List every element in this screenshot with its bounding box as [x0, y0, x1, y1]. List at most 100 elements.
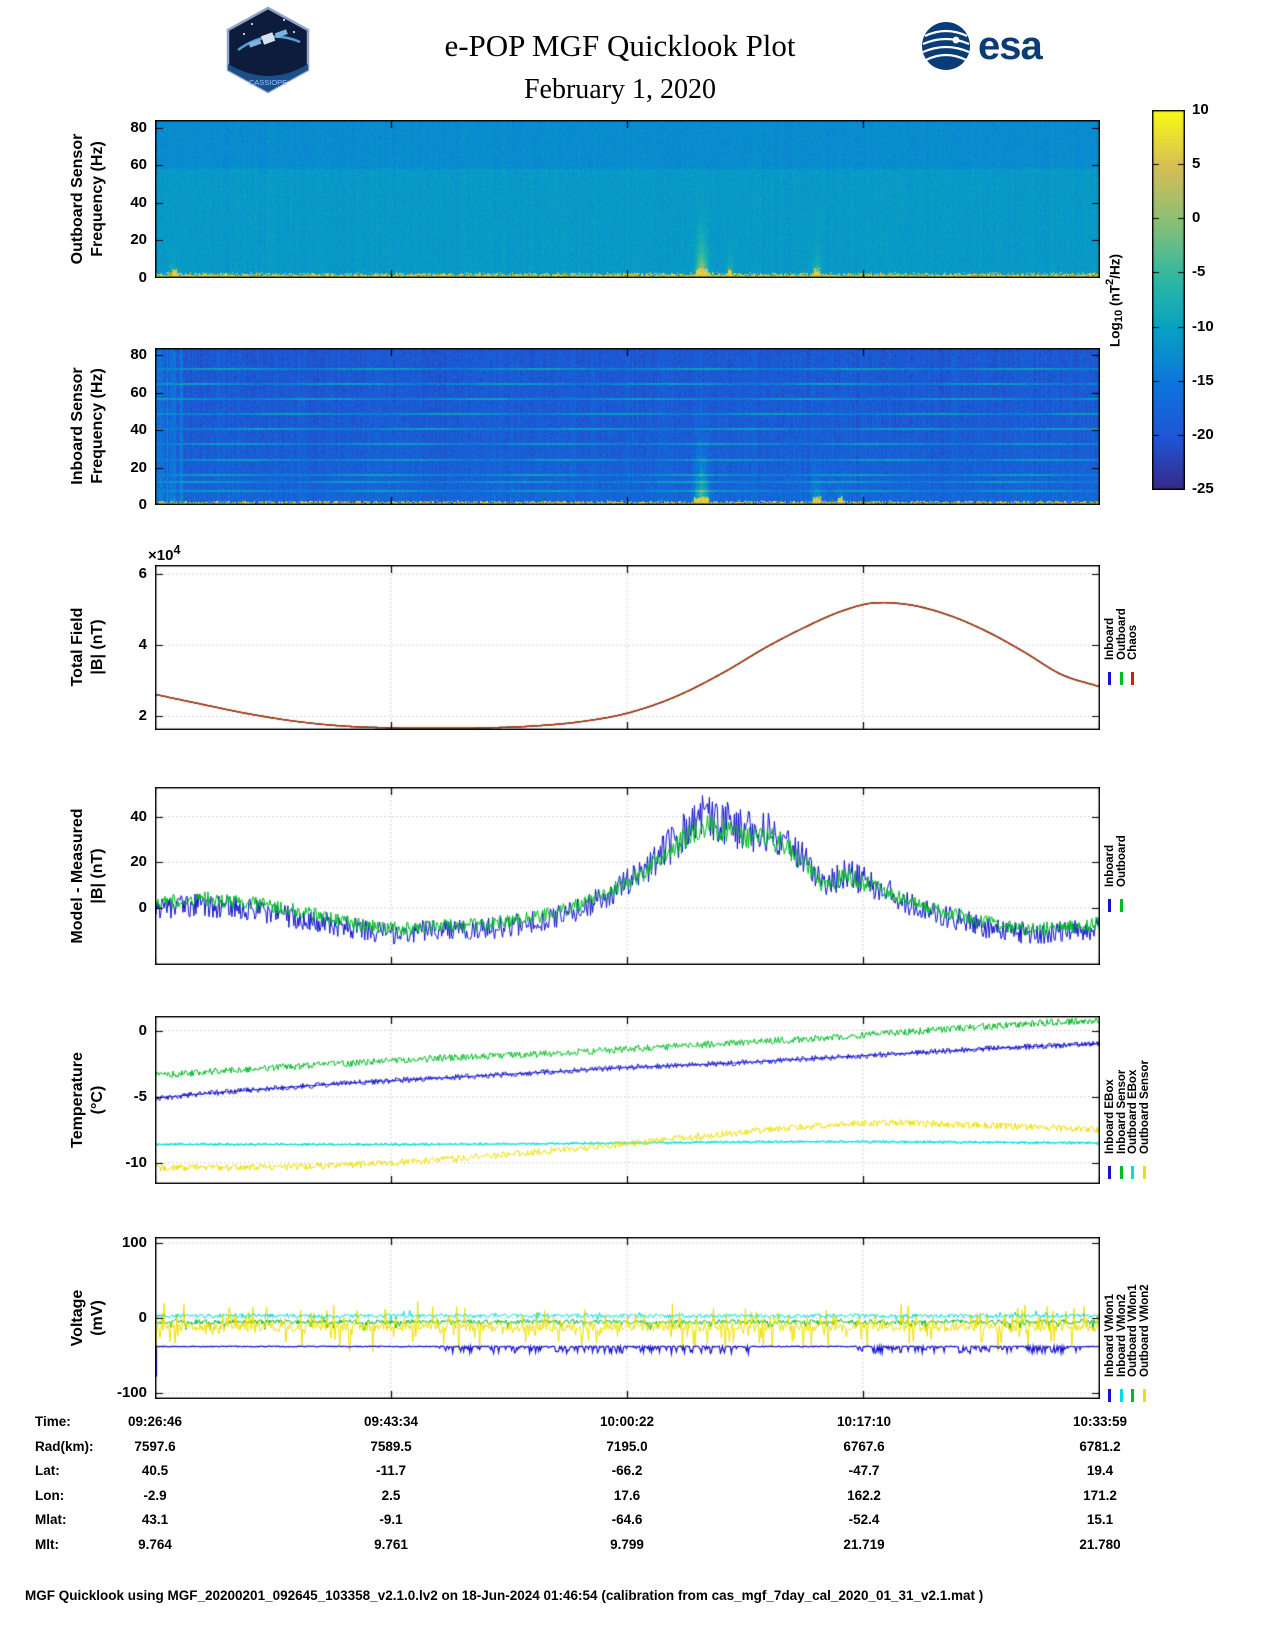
legend-color-tick	[1142, 1389, 1146, 1402]
y-tick-label: 60	[130, 383, 147, 401]
colorbar-label: Log10 (nT2/Hz)	[1104, 253, 1126, 347]
table-cell: 9.764	[138, 1537, 172, 1552]
patch-label: CASSIOPE	[249, 78, 287, 87]
y-tick-label: -10	[125, 1153, 147, 1171]
table-cell: 10:17:10	[836, 1414, 892, 1429]
y-tick-label: -100	[116, 1384, 147, 1401]
table-cell: 9.799	[610, 1537, 644, 1552]
table-cell: 10:33:59	[1072, 1414, 1128, 1429]
table-cell: -64.6	[611, 1512, 643, 1528]
y-tick-label: 40	[130, 193, 147, 211]
y-tick-label: 20	[130, 231, 147, 249]
table-cell: 15.1	[1086, 1512, 1114, 1528]
colorbar-tick-label: -25	[1192, 480, 1214, 497]
esa-globe-icon	[922, 22, 970, 70]
legend-color-tick	[1108, 672, 1111, 685]
legend-label: Outboard Sensor	[1138, 1060, 1151, 1154]
colorbar-tick-label: -15	[1192, 371, 1214, 389]
y-tick-label: 0	[138, 1021, 147, 1039]
table-cell: 162.2	[847, 1487, 881, 1503]
table-row-label: Time:	[35, 1414, 71, 1429]
y-tick-label: 80	[130, 346, 147, 364]
y-tick-label: 0	[138, 269, 147, 286]
y-tick-label: 40	[130, 421, 147, 439]
table-cell: 10:00:22	[599, 1414, 655, 1429]
table-cell: 6781.2	[1079, 1438, 1121, 1454]
table-cell: 17.6	[613, 1487, 641, 1503]
legend-color-tick	[1119, 1166, 1123, 1179]
legend-color-tick	[1119, 899, 1123, 912]
legend-color-tick	[1131, 672, 1134, 685]
table-cell: -52.4	[848, 1512, 880, 1528]
colorbar	[1152, 110, 1185, 490]
table-cell: -66.2	[611, 1463, 643, 1479]
table-cell: 21.719	[843, 1537, 885, 1552]
legend-label: Chaos	[1127, 624, 1139, 660]
esa-logo: esa	[920, 20, 1043, 72]
voltage-plot-canvas	[155, 1237, 1100, 1399]
legend-label: Outboard	[1115, 835, 1128, 887]
legend-label: Inboard VMon2	[1115, 1293, 1128, 1377]
y-tick-label: 0	[138, 898, 147, 916]
table-cell: 09:43:34	[363, 1414, 419, 1429]
colorbar-tick-label: -20	[1192, 425, 1214, 443]
legend-label: Inboard	[1104, 617, 1116, 660]
cassiope-patch-icon: CASSIOPE	[226, 6, 310, 94]
legend-color-tick	[1131, 1166, 1134, 1179]
model-minus-measured-plot-canvas	[155, 787, 1100, 965]
table-cell: 6767.6	[843, 1438, 885, 1454]
page-title: e-POP MGF Quicklook Plot	[444, 28, 796, 63]
table-cell: 171.2	[1083, 1487, 1117, 1503]
legend-label: Inboard	[1104, 844, 1116, 887]
legend-color-tick	[1119, 672, 1123, 685]
table-cell: 2.5	[381, 1487, 401, 1503]
table-cell: 7597.6	[134, 1438, 176, 1454]
y-tick-label: 80	[130, 118, 147, 136]
table-cell: 21.780	[1079, 1537, 1121, 1552]
colorbar-tick-label: 5	[1192, 155, 1201, 173]
colorbar-tick-label: 10	[1192, 101, 1209, 118]
table-cell: -11.7	[375, 1463, 407, 1479]
legend-label: Inboard VMon1	[1104, 1293, 1116, 1377]
y-tick-label: 0	[138, 1309, 147, 1326]
legend-label: Outboard VMon1	[1127, 1284, 1139, 1377]
legend-label: Outboard VMon2	[1138, 1284, 1151, 1377]
table-row-label: Mlt:	[35, 1537, 59, 1552]
y-tick-label: 2	[138, 707, 147, 725]
y-tick-label: 20	[130, 853, 147, 871]
legend-color-tick	[1108, 1166, 1111, 1179]
legend-color-tick	[1119, 1389, 1123, 1402]
table-cell: 19.4	[1086, 1463, 1114, 1479]
table-cell: 43.1	[141, 1512, 169, 1528]
y-tick-label: 40	[130, 807, 147, 825]
legend-color-tick	[1131, 1389, 1134, 1402]
y-tick-label: 0	[138, 496, 147, 513]
table-row-label: Lat:	[35, 1463, 60, 1479]
page-date: February 1, 2020	[523, 74, 717, 105]
table-cell: -47.7	[848, 1463, 880, 1479]
y-tick-label: 4	[138, 636, 147, 654]
table-cell: -2.9	[143, 1487, 167, 1503]
table-cell: 7195.0	[606, 1438, 648, 1454]
axis-scale-label: ×104	[148, 543, 181, 564]
table-cell: 7589.5	[370, 1438, 412, 1454]
y-tick-label: 100	[121, 1234, 147, 1251]
table-cell: 40.5	[141, 1463, 169, 1479]
table-cell: -9.1	[379, 1512, 403, 1528]
legend-color-tick	[1142, 1166, 1146, 1179]
table-row-label: Mlat:	[35, 1512, 67, 1528]
legend-label: Outboard	[1115, 608, 1128, 660]
y-tick-label: 60	[130, 156, 147, 174]
legend-label: Inboard Sensor	[1115, 1069, 1128, 1154]
footer-text: MGF Quicklook using MGF_20200201_092645_…	[25, 1588, 984, 1603]
outboard-spectrogram-canvas	[155, 120, 1100, 278]
temperature-plot-canvas	[155, 1016, 1100, 1184]
legend-label: Inboard EBox	[1104, 1079, 1116, 1154]
table-row-label: Lon:	[35, 1487, 65, 1503]
colorbar-tick-label: -10	[1192, 317, 1214, 335]
total-field-plot-canvas	[155, 565, 1100, 730]
table-row-label: Rad(km):	[35, 1438, 94, 1454]
y-tick-label: 6	[138, 564, 147, 582]
y-axis-label-model-minus-measured: Model - Measured |B| (nT)	[69, 808, 106, 944]
